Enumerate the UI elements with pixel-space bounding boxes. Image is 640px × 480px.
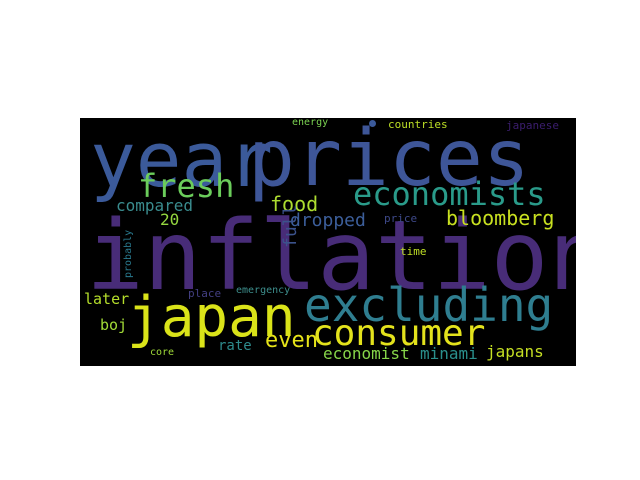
word-consumer: consumer bbox=[312, 313, 486, 354]
word-prices: prices bbox=[248, 118, 530, 204]
word-core: core bbox=[150, 347, 175, 358]
word-japan: japan bbox=[127, 285, 296, 350]
word-dropped: dropped bbox=[290, 210, 366, 231]
word-time: time bbox=[400, 245, 427, 258]
word-countries: countries bbox=[388, 118, 448, 131]
word-probably: probably bbox=[123, 229, 134, 278]
word-inflation: inflation bbox=[86, 200, 576, 312]
word-year: year bbox=[90, 118, 274, 204]
word-energy: energy bbox=[292, 118, 329, 128]
word-boj: boj bbox=[100, 316, 128, 334]
word-bloomberg: bloomberg bbox=[446, 206, 555, 230]
word-20: 20 bbox=[160, 210, 180, 229]
word-food: food bbox=[270, 192, 319, 216]
word-emergency: emergency bbox=[236, 285, 291, 296]
word-even: even bbox=[265, 328, 318, 353]
word-excluding: excluding bbox=[304, 278, 554, 332]
word-japans: japans bbox=[486, 342, 544, 361]
word-minami: minami bbox=[420, 344, 478, 363]
word-price: price bbox=[384, 212, 418, 225]
word-cloud: year prices inflation fresh economists j… bbox=[80, 118, 576, 366]
word-place: place bbox=[188, 287, 222, 300]
word-later: later bbox=[84, 290, 130, 308]
word-full: full bbox=[280, 204, 301, 248]
word-economist: economist bbox=[323, 344, 410, 363]
word-fresh: fresh bbox=[138, 167, 235, 205]
word-compared: compared bbox=[116, 196, 194, 215]
word-rate: rate bbox=[218, 338, 252, 354]
dot-mark bbox=[369, 120, 376, 127]
word-economists: economists bbox=[353, 175, 546, 213]
word-japanese: japanese bbox=[506, 119, 559, 132]
